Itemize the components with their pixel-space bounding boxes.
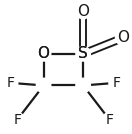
Text: O: O <box>117 30 129 45</box>
Circle shape <box>76 4 90 19</box>
Text: S: S <box>78 46 88 61</box>
Text: F: F <box>7 76 15 90</box>
Circle shape <box>36 46 51 61</box>
Circle shape <box>102 113 117 127</box>
Circle shape <box>76 46 90 61</box>
Text: F: F <box>13 113 21 127</box>
Circle shape <box>76 78 90 93</box>
Text: F: F <box>106 113 114 127</box>
Text: O: O <box>38 46 50 61</box>
Circle shape <box>3 76 18 90</box>
Text: O: O <box>77 4 89 19</box>
Circle shape <box>10 113 24 127</box>
Circle shape <box>109 76 123 90</box>
Circle shape <box>36 78 51 93</box>
Circle shape <box>116 31 130 45</box>
Text: F: F <box>112 76 120 90</box>
Text: S: S <box>78 46 88 61</box>
Text: O: O <box>38 46 50 61</box>
